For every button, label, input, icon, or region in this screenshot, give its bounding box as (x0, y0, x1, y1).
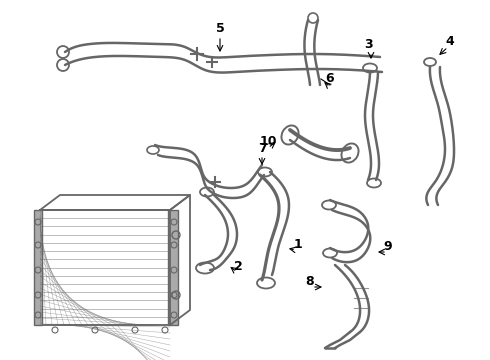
Text: 1: 1 (294, 238, 302, 251)
Text: 7: 7 (258, 142, 267, 155)
Text: 10: 10 (259, 135, 277, 148)
Text: 9: 9 (384, 240, 392, 253)
Text: 4: 4 (445, 35, 454, 48)
Text: 3: 3 (364, 38, 372, 51)
Text: 8: 8 (306, 275, 314, 288)
Text: 5: 5 (216, 22, 224, 35)
Text: 6: 6 (326, 72, 334, 85)
Bar (40, 210, 170, 325)
Bar (34, 210, 42, 325)
Bar (168, 210, 178, 325)
Text: 2: 2 (234, 260, 243, 273)
